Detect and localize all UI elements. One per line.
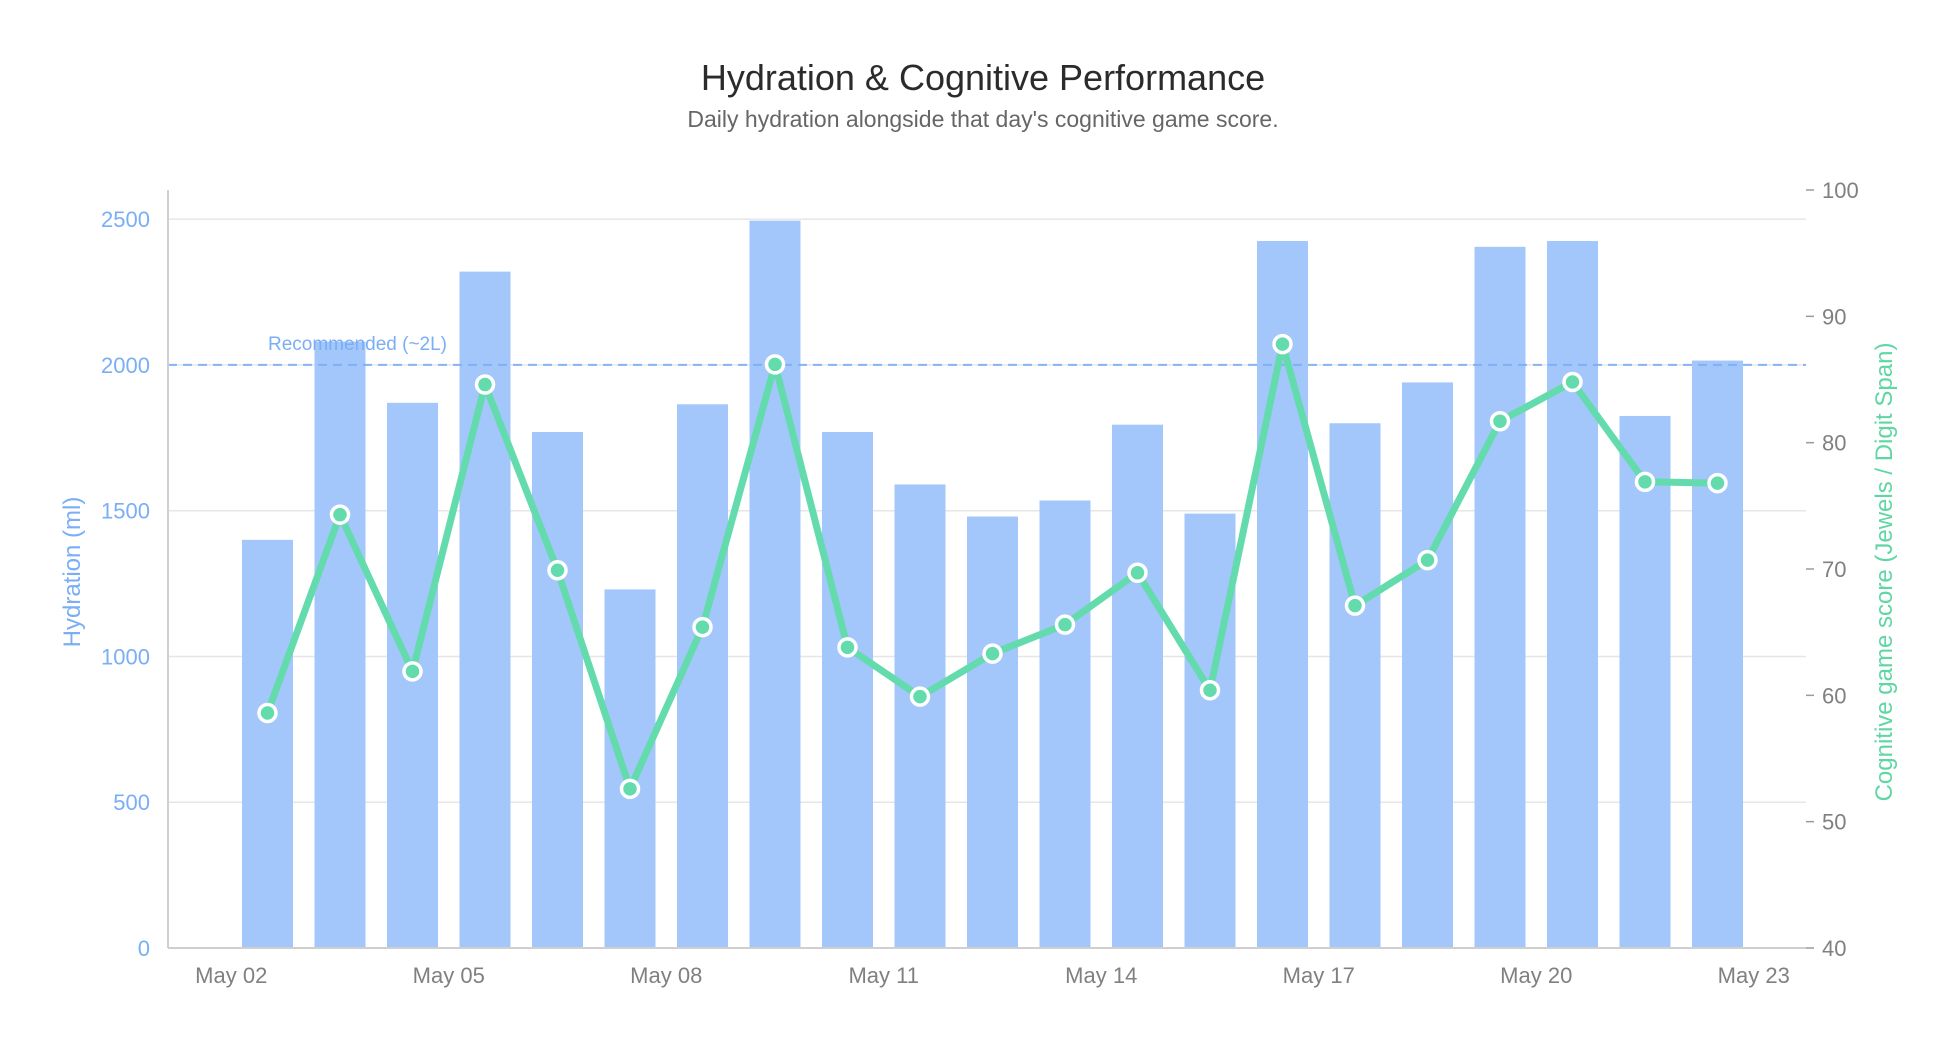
cognitive-score-point [982, 643, 1003, 664]
cognitive-score-point [329, 504, 351, 525]
cognitive-score-point [692, 616, 713, 638]
hydration-bar [1547, 241, 1598, 948]
hydration-bar [314, 341, 366, 949]
hydration-bar [1184, 513, 1236, 948]
hydration-bar [532, 431, 583, 948]
y-tick-label-left: 500 [113, 790, 150, 815]
x-tick-label: May 11 [848, 963, 919, 988]
x-tick-label: May 14 [1065, 963, 1137, 988]
y-axis-title-left: Hydration (ml) [59, 497, 86, 648]
hydration-bar [1474, 246, 1526, 949]
hydration-bar [822, 431, 873, 948]
chart-subtitle: Daily hydration alongside that day's cog… [687, 106, 1278, 132]
y-tick-label-left: 2500 [101, 207, 150, 232]
cognitive-score-point [1417, 549, 1438, 571]
x-tick-label: May 20 [1500, 963, 1572, 988]
y-tick-label-right: 70 [1822, 557, 1846, 582]
hydration-bar [1619, 415, 1671, 948]
axes: 0 500 1000 1500 2000 2500 40 50 60 70 80 90 100 May 0… [101, 178, 1859, 988]
hydration-bar [1329, 423, 1381, 948]
cognitive-score-point [1199, 680, 1221, 701]
y-tick-label-right: 60 [1822, 683, 1846, 708]
cognitive-score-point [1127, 562, 1148, 584]
hydration-bar [894, 484, 946, 948]
y-tick-label-right: 100 [1822, 178, 1859, 203]
cognitive-score-point [1344, 595, 1366, 616]
y-tick-label-left: 1500 [101, 499, 150, 524]
hydration-bar [967, 516, 1018, 948]
chart-title: Hydration & Cognitive Performance [701, 57, 1265, 98]
reference-line-label: Recommended (~2L) [268, 334, 447, 355]
x-tick-label: May 08 [630, 963, 702, 988]
cognitive-score-point [1707, 472, 1728, 494]
cognitive-score-point [1272, 333, 1293, 355]
cognitive-score-point [474, 374, 496, 395]
hydration-bar [1039, 500, 1091, 948]
y-tick-label-left: 0 [138, 936, 150, 961]
cognitive-score-point [547, 560, 568, 581]
x-tick-label: May 05 [413, 963, 485, 988]
hydration-bar [1402, 382, 1453, 948]
hydration-bar [1692, 360, 1743, 948]
cognitive-score-point [619, 778, 641, 800]
cognitive-score-point [837, 637, 858, 658]
x-tick-label: May 02 [195, 963, 267, 988]
cognitive-score-point [764, 354, 786, 375]
reference-line-group: Recommended (~2L) [168, 334, 1806, 366]
y-axis-title-right: Cognitive game score (Jewels / Digit Spa… [1871, 343, 1898, 802]
y-tick-label-right: 40 [1822, 936, 1846, 961]
hydration-bar [459, 271, 511, 949]
bar-series [242, 220, 1743, 949]
hydration-bar [604, 589, 656, 948]
hydration-bar [677, 404, 728, 948]
x-tick-label: May 23 [1718, 963, 1790, 988]
cognitive-score-point [1489, 410, 1511, 432]
y-tick-label-left: 1000 [101, 644, 150, 669]
cognitive-score-point [1634, 471, 1656, 493]
line-series [257, 333, 1728, 800]
y-tick-label-right: 50 [1822, 810, 1846, 835]
y-tick-label-right: 80 [1822, 431, 1846, 456]
cognitive-score-point [402, 661, 423, 682]
cognitive-score-point [909, 686, 931, 707]
hydration-bar [749, 220, 801, 948]
y-tick-label-right: 90 [1822, 304, 1846, 329]
y-tick-label-left: 2000 [101, 353, 150, 378]
hydration-bar [242, 539, 293, 948]
cognitive-score-point [1562, 371, 1583, 393]
x-tick-label: May 17 [1283, 963, 1355, 988]
cognitive-score-point [257, 702, 278, 724]
cognitive-score-point [1054, 614, 1076, 635]
hydration-bar [1112, 424, 1163, 948]
